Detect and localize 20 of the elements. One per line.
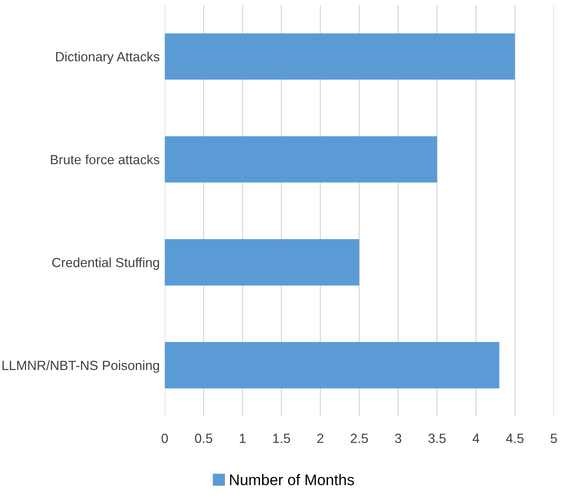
y-tick-label: Brute force attacks: [50, 154, 160, 164]
x-tick-label: 0: [162, 434, 168, 444]
x-tick-label: 0.5: [194, 434, 212, 444]
bar: [164, 136, 438, 183]
x-tick-label: 2: [317, 434, 324, 443]
x-tick-label: 4: [472, 434, 480, 443]
y-tick-label: Credential Stuffing: [52, 258, 160, 270]
x-tick-label: 1.5: [273, 434, 290, 444]
bar: [164, 33, 515, 80]
x-tick-label: 5: [550, 434, 557, 444]
x-tick-label: 3: [395, 434, 402, 444]
x-tick-label: 1: [240, 434, 246, 443]
y-tick-label: Dictionary Attacks: [56, 52, 160, 64]
y-tick-label: LLMNR/NBT-NS Poisoning: [2, 360, 160, 373]
x-tick-label: 3.5: [428, 434, 446, 444]
bar: [164, 239, 360, 286]
bar: [164, 342, 500, 388]
x-tick-label: 4.5: [506, 434, 524, 444]
legend-label: Number of Months: [230, 474, 354, 486]
x-tick-label: 2.5: [350, 434, 368, 444]
